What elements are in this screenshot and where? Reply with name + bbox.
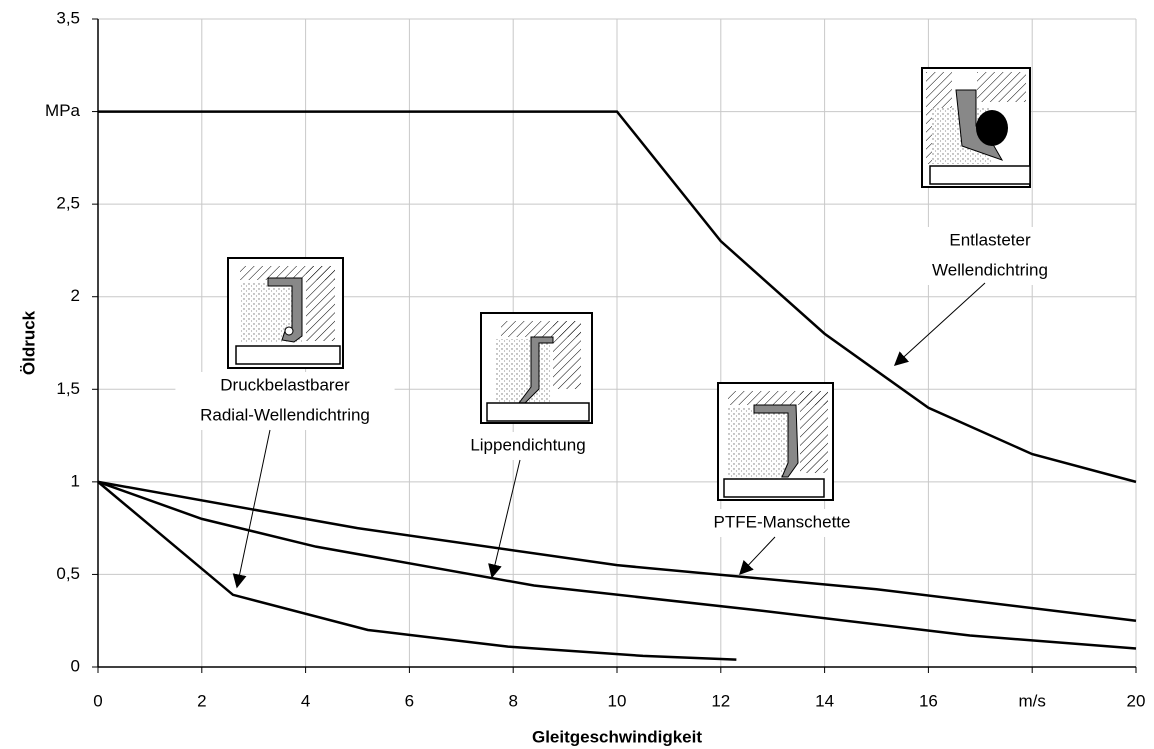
- chart: Gleitgeschwindigkeit Öldruck 0 0,5 1 1,5 2 2,…: [0, 0, 1154, 749]
- y-axis-title: Öldruck: [19, 310, 38, 375]
- annotation-arrow: [740, 537, 775, 574]
- annotation-text: Wellendichtring: [932, 260, 1048, 279]
- annotation-arrow: [895, 283, 985, 365]
- x-tick-label: 6: [405, 691, 414, 710]
- x-tick-label: 16: [919, 691, 938, 710]
- x-axis-title: Gleitgeschwindigkeit: [532, 727, 702, 746]
- seal-icon: [922, 68, 1030, 187]
- line-series: [98, 482, 736, 660]
- x-tick-label: 12: [711, 691, 730, 710]
- seal-icon: [228, 258, 343, 368]
- y-tick-label: 2: [71, 286, 80, 305]
- annotation-text: PTFE-Manschette: [714, 512, 851, 531]
- y-tick-label: 0,5: [56, 564, 80, 583]
- x-tick-label: 4: [301, 691, 310, 710]
- annotation-arrow: [492, 460, 520, 577]
- annotation-text: Druckbelastbarer: [220, 375, 350, 394]
- x-tick-label: 0: [93, 691, 102, 710]
- x-tick-label: 8: [508, 691, 517, 710]
- seal-icon: [718, 383, 833, 500]
- y-tick-label: 3,5: [56, 8, 80, 27]
- x-tick-label: 20: [1127, 691, 1146, 710]
- y-tick-label: 1,5: [56, 379, 80, 398]
- x-tick-label: 14: [815, 691, 834, 710]
- annotation-text: Lippendichtung: [470, 435, 585, 454]
- annotation-text: Radial-Wellendichtring: [200, 405, 370, 424]
- x-tick-label: m/s: [1019, 691, 1046, 710]
- x-tick-label: 2: [197, 691, 206, 710]
- y-tick-label: 0: [71, 656, 80, 675]
- x-tick-label: 10: [608, 691, 627, 710]
- annotation-text: Entlasteter: [949, 230, 1031, 249]
- y-tick-label: MPa: [45, 101, 81, 120]
- y-tick-label: 2,5: [56, 194, 80, 213]
- y-tick-label: 1: [71, 471, 80, 490]
- seal-icon: [481, 313, 592, 423]
